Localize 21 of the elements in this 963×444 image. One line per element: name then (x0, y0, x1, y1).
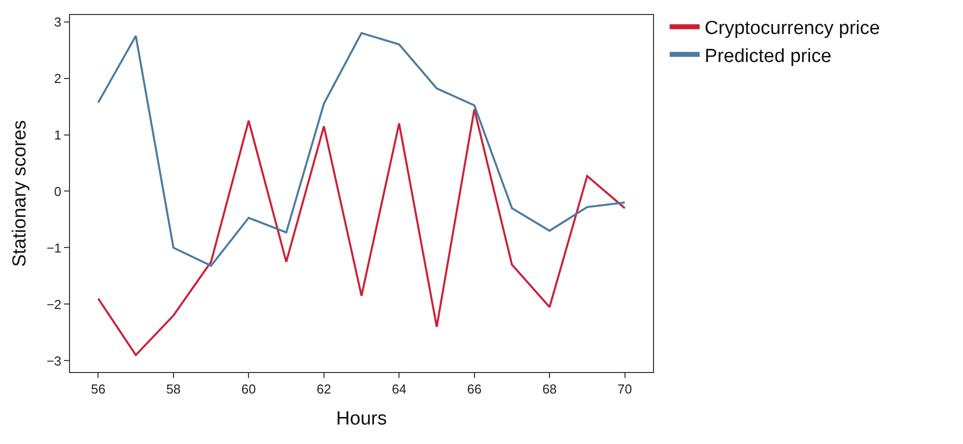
legend-label: Predicted price (704, 46, 832, 67)
y-tick-label: 1 (54, 127, 62, 142)
x-tick-label: 56 (90, 382, 106, 397)
x-tick-label: 68 (542, 382, 557, 397)
y-tick-label: −2 (46, 296, 62, 312)
x-tick-label: 62 (316, 382, 332, 397)
x-tick-label: 64 (392, 382, 406, 397)
x-tick-label: 60 (241, 382, 256, 397)
x-tick-label: 70 (618, 382, 632, 397)
y-axis-title: Stationary scores (9, 120, 30, 267)
y-tick-label: 2 (54, 70, 62, 86)
line-series (97, 32, 626, 267)
legend-label: Cryptocurrency price (704, 18, 880, 40)
x-tick-label: 66 (467, 382, 482, 397)
x-axis-title: Hours (336, 408, 387, 430)
y-tick-label: 3 (54, 14, 62, 30)
x-tick-label: 58 (166, 382, 181, 397)
y-tick-label: −1 (46, 240, 62, 256)
y-tick-label: −3 (46, 353, 62, 368)
line-series (97, 108, 626, 356)
y-tick-label: 0 (54, 184, 62, 199)
